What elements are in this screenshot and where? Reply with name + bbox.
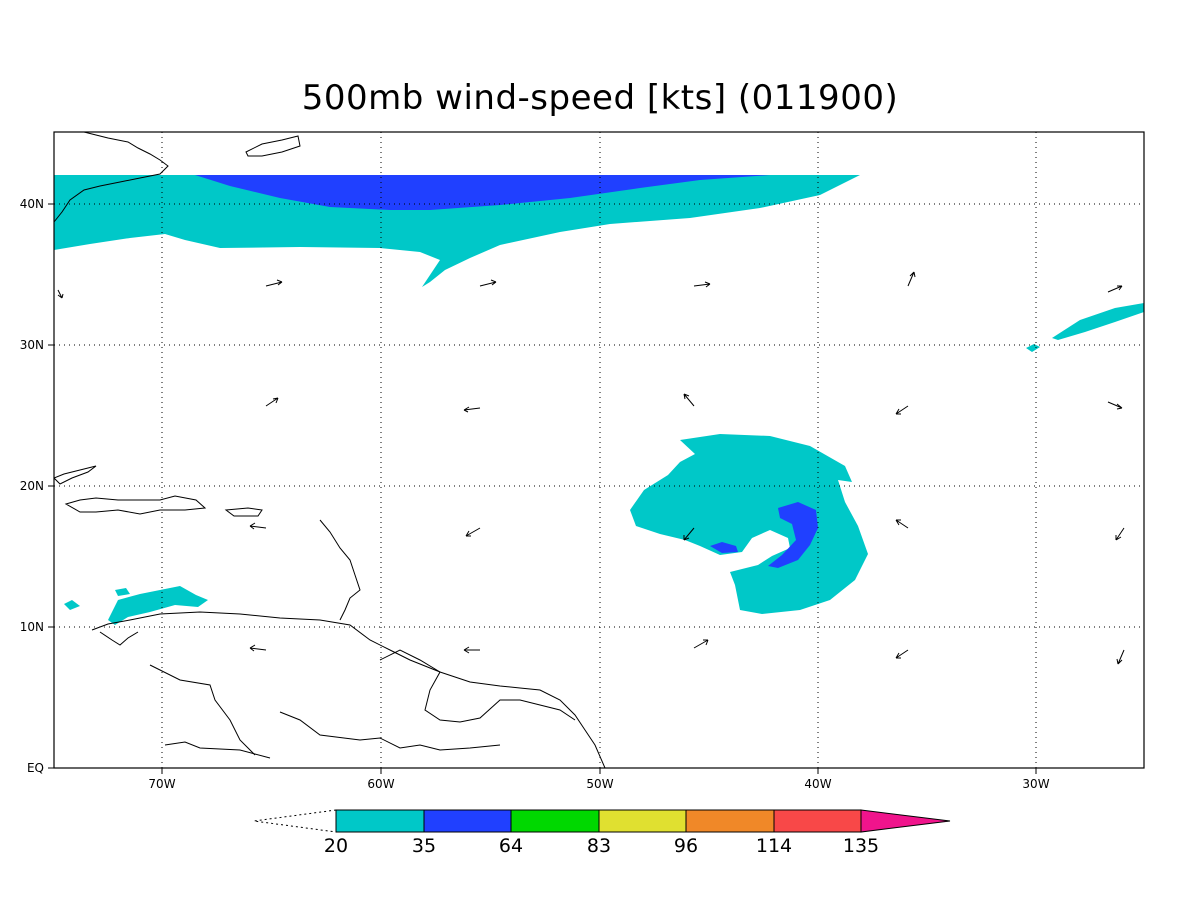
lat-label: 20N xyxy=(20,479,44,493)
wind-vector xyxy=(249,522,267,530)
wind-caribbean-20-35 xyxy=(108,586,208,625)
colorbar-segment-114-135 xyxy=(773,809,862,833)
coast-puerto-rico xyxy=(224,507,263,517)
wind-vector xyxy=(479,279,497,287)
colorbar-segment-83-96 xyxy=(598,809,687,833)
colorbar-label: 64 xyxy=(499,835,523,857)
coast-south-america-inland-1 xyxy=(99,631,139,646)
wind-vector xyxy=(1107,401,1123,410)
wind-vector xyxy=(463,406,481,413)
colorbar-label: 20 xyxy=(324,835,348,857)
wind-vectors xyxy=(57,271,1125,665)
coast-brazil-bottom xyxy=(164,741,271,759)
colorbar-segment-96-114 xyxy=(685,809,775,833)
wind-vector xyxy=(265,397,279,407)
plot-area xyxy=(54,132,1144,768)
coast-islands-lesser-antilles xyxy=(319,519,361,621)
colorbar-label: 83 xyxy=(587,835,611,857)
wind-vector xyxy=(1107,285,1123,293)
lon-label: 40W xyxy=(804,777,831,791)
wind-band-north-35-64 xyxy=(195,175,770,210)
colorbar-segment-64-83 xyxy=(510,809,600,833)
wind-vector xyxy=(895,649,909,659)
lat-label: 10N xyxy=(20,620,44,634)
map-title: 500mb wind-speed [kts] (011900) xyxy=(301,78,899,118)
lon-label: 50W xyxy=(586,777,613,791)
coast-south-america-inland-3 xyxy=(279,711,501,751)
coast-cuba-west xyxy=(54,465,97,485)
wind-caribbean-small xyxy=(64,600,80,610)
wind-vector xyxy=(463,646,480,654)
coast-newfoundland xyxy=(245,135,301,157)
coast-south-america-inland-2 xyxy=(149,664,256,756)
wind-storm-35-64-core xyxy=(768,502,818,568)
lon-label: 30W xyxy=(1022,777,1049,791)
axis-ticks xyxy=(48,203,1037,774)
colorbar-segment-35-64 xyxy=(423,809,512,833)
wind-vector xyxy=(683,393,695,407)
lat-label: EQ xyxy=(27,761,44,775)
wind-caribbean-small-2 xyxy=(115,588,130,596)
wind-patch-east-small xyxy=(1026,344,1040,352)
wind-storm-20-35 xyxy=(630,434,868,614)
colorbar-label: 96 xyxy=(674,835,698,857)
colorbar-under-triangle xyxy=(253,809,337,833)
lat-label: 40N xyxy=(20,197,44,211)
colorbar-over-triangle xyxy=(860,809,951,833)
colorbar: 20 35 64 83 96 114 135 xyxy=(253,809,951,857)
wind-vector xyxy=(693,639,709,649)
wind-vector xyxy=(265,279,283,287)
lat-label: 30N xyxy=(20,338,44,352)
lon-label: 60W xyxy=(367,777,394,791)
wind-vector xyxy=(683,527,695,541)
longitude-labels: 70W 60W 50W 40W 30W xyxy=(148,777,1049,791)
colorbar-segment-20-35 xyxy=(335,809,425,833)
wind-vector xyxy=(1116,649,1125,665)
coastlines xyxy=(54,132,606,768)
plot-frame xyxy=(53,131,1145,769)
latitude-labels: EQ 10N 20N 30N 40N xyxy=(20,197,44,775)
coast-south-america xyxy=(91,611,606,768)
wind-vector xyxy=(249,644,267,652)
wind-vector xyxy=(693,281,711,288)
colorbar-label: 35 xyxy=(412,835,436,857)
wind-vector xyxy=(907,271,916,287)
wind-storm-35-64-west xyxy=(710,542,738,553)
wind-vector xyxy=(465,527,481,537)
wind-patch-east-20-35 xyxy=(1052,303,1144,340)
lon-label: 70W xyxy=(148,777,175,791)
wind-vector xyxy=(57,289,64,299)
coast-north-america xyxy=(54,132,169,223)
wind-vector xyxy=(895,519,909,529)
wind-vector xyxy=(1115,527,1125,541)
colorbar-label: 135 xyxy=(843,835,879,857)
colorbar-label: 114 xyxy=(756,835,792,857)
wind-band-north-20-35 xyxy=(54,175,860,287)
coast-greater-antilles xyxy=(64,495,207,515)
gridlines xyxy=(54,132,1144,768)
coast-guyana xyxy=(379,649,576,723)
wind-vector xyxy=(895,405,909,415)
